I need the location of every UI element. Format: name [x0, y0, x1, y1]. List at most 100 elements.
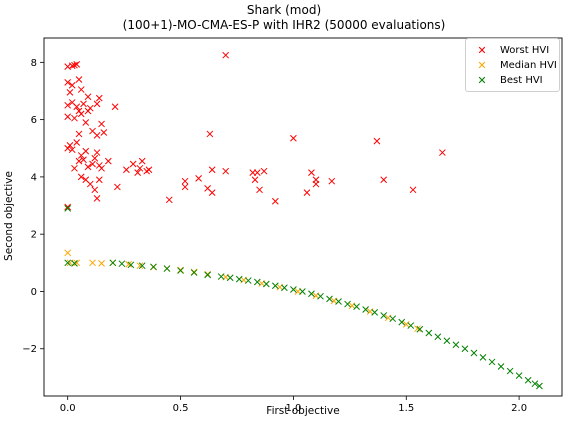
best-hvi-point: [64, 259, 72, 267]
worst-hvi-point: [71, 114, 78, 122]
worst-hvi-point: [80, 156, 87, 164]
best-hvi-point: [524, 376, 532, 384]
best-hvi-point: [515, 372, 523, 380]
best-hvi-point: [281, 284, 288, 292]
worst-hvi-point: [145, 166, 153, 174]
best-hvi-point: [163, 265, 171, 272]
worst-hvi-point: [114, 183, 121, 191]
worst-hvi-point: [380, 176, 388, 184]
worst-hvi-point: [77, 110, 85, 118]
worst-hvi-point: [409, 186, 417, 194]
legend-item-best: ✕ Best HVI: [472, 73, 542, 87]
worst-hvi-point: [328, 177, 336, 185]
data-points-layer: [64, 51, 543, 390]
worst-hvi-point: [89, 160, 96, 168]
best-hvi-point: [488, 358, 496, 366]
best-hvi-point: [127, 261, 135, 269]
worst-hvi-point: [373, 137, 381, 145]
worst-hvi-point: [251, 176, 259, 184]
y-tick-label: 2: [31, 230, 37, 241]
y-tick-label: −2: [22, 344, 37, 355]
best-hvi-point: [118, 260, 126, 268]
best-hvi-point: [217, 273, 225, 280]
y-tick-label: 6: [31, 115, 37, 126]
best-hvi-point: [344, 300, 351, 308]
x-axis-label: First objective: [266, 405, 340, 417]
worst-hvi-point: [82, 119, 90, 126]
best-hvi-point: [299, 288, 306, 295]
best-hvi-point: [109, 259, 117, 267]
worst-hvi-point: [312, 176, 320, 184]
worst-hvi-point: [98, 120, 105, 128]
best-hvi-point: [506, 367, 514, 375]
best-hvi-point: [452, 341, 460, 349]
legend-marker-worst: ✕: [477, 43, 487, 57]
best-hvi-point: [531, 380, 539, 388]
best-hvi-point: [398, 318, 406, 326]
x-tick-label: 0.5: [173, 403, 189, 414]
best-hvi-point: [425, 329, 433, 337]
worst-hvi-point: [222, 167, 230, 175]
legend-item-median: ✕ Median HVI: [472, 58, 556, 72]
legend-marker-median: ✕: [477, 58, 487, 72]
best-hvi-point: [177, 267, 184, 274]
plot-frame: [43, 37, 563, 397]
worst-hvi-point: [181, 183, 189, 191]
median-hvi-point: [136, 262, 144, 270]
worst-hvi-point: [66, 89, 74, 96]
best-hvi-point: [226, 274, 234, 282]
worst-hvi-point: [195, 174, 202, 182]
best-hvi-point: [443, 337, 451, 345]
legend-item-worst: ✕ Worst HVI: [472, 43, 549, 57]
best-hvi-point: [290, 286, 297, 293]
best-hvi-point: [380, 312, 388, 319]
worst-hvi-point: [68, 81, 76, 89]
worst-hvi-point: [100, 129, 108, 136]
worst-hvi-point: [75, 130, 83, 138]
worst-hvi-point: [439, 149, 446, 156]
x-tick-label: 0.0: [60, 403, 76, 414]
worst-hvi-point: [206, 130, 214, 138]
worst-hvi-point: [64, 203, 72, 211]
legend: ✕ Worst HVI ✕ Median HVI ✕ Best HVI: [465, 38, 560, 92]
x-tick-label: 1.5: [398, 403, 414, 414]
best-hvi-point: [479, 353, 487, 361]
y-tick-label: 8: [31, 58, 37, 69]
axis-ticks-layer: 0.0 0.5 1.0 1.5 2.0 −2 0 2 4 6 8: [22, 58, 527, 414]
worst-hvi-point: [136, 164, 144, 172]
worst-hvi-point: [93, 132, 101, 139]
worst-hvi-point: [93, 100, 101, 108]
best-hvi-point: [407, 322, 415, 329]
best-hvi-point: [138, 262, 146, 270]
worst-hvi-point: [64, 79, 72, 86]
best-hvi-point: [434, 333, 442, 341]
legend-label-worst: Worst HVI: [500, 44, 550, 56]
worst-hvi-point: [75, 157, 83, 165]
worst-hvi-point: [82, 147, 90, 155]
worst-hvi-point: [73, 139, 81, 146]
worst-hvi-point: [95, 94, 103, 102]
best-hvi-point: [326, 295, 333, 303]
worst-hvi-point: [91, 186, 99, 194]
worst-hvi-point: [165, 196, 173, 204]
worst-hvi-point: [129, 160, 137, 168]
worst-hvi-point: [181, 177, 189, 185]
legend-marker-best: ✕: [477, 73, 487, 87]
worst-hvi-point: [68, 146, 76, 154]
best-hvi-point: [353, 303, 360, 310]
worst-hvi-point: [123, 166, 130, 174]
median-hvi-point: [414, 325, 421, 333]
worst-hvi-point: [84, 107, 92, 115]
worst-hvi-point: [64, 101, 72, 109]
worst-hvi-point: [71, 164, 78, 172]
x-tick-label: 1.0: [285, 403, 301, 414]
worst-hvi-point: [253, 169, 261, 176]
best-hvi-point: [235, 275, 243, 283]
best-hvi-point: [470, 349, 478, 357]
median-hvi-point: [73, 259, 81, 267]
best-hvi-point: [389, 315, 397, 323]
worst-hvi-point: [93, 149, 101, 156]
best-hvi-point: [308, 290, 315, 298]
worst-hvi-point: [208, 166, 216, 174]
